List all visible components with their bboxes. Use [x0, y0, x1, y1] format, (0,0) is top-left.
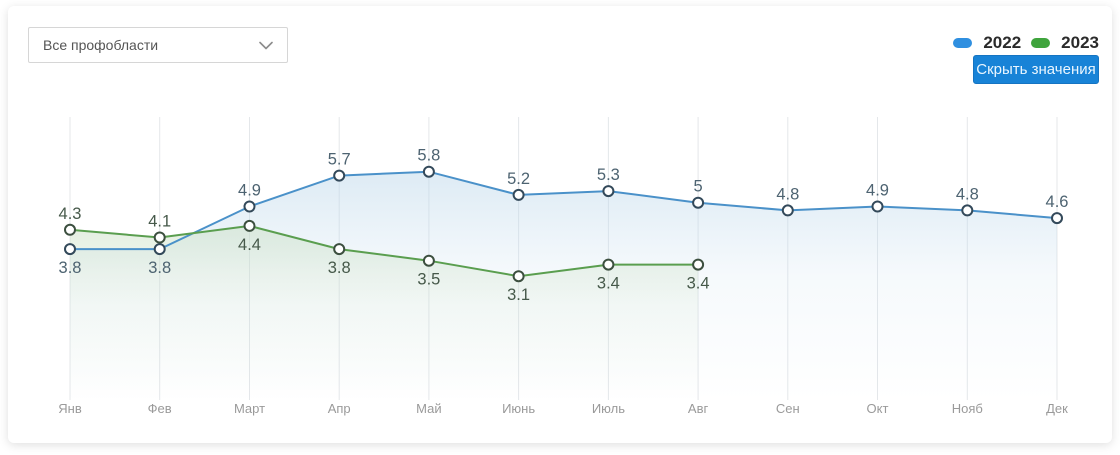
svg-text:4.1: 4.1 [148, 213, 171, 231]
svg-text:3.5: 3.5 [417, 271, 440, 289]
svg-text:5: 5 [694, 178, 703, 196]
svg-text:4.9: 4.9 [238, 182, 261, 200]
svg-text:Нояб: Нояб [952, 401, 983, 416]
svg-text:3.8: 3.8 [59, 259, 82, 277]
svg-text:3.4: 3.4 [597, 275, 620, 293]
svg-text:Авг: Авг [688, 401, 709, 416]
svg-text:Июль: Июль [592, 401, 625, 416]
svg-text:Дек: Дек [1046, 401, 1068, 416]
svg-text:Апр: Апр [328, 401, 351, 416]
svg-text:5.8: 5.8 [417, 147, 440, 165]
svg-text:4.8: 4.8 [956, 185, 979, 203]
svg-text:3.8: 3.8 [148, 259, 171, 277]
svg-text:Янв: Янв [58, 401, 82, 416]
svg-text:5.3: 5.3 [597, 166, 620, 184]
svg-text:Июнь: Июнь [502, 401, 535, 416]
svg-text:5.2: 5.2 [507, 170, 530, 188]
svg-text:3.4: 3.4 [687, 275, 710, 293]
svg-text:4.4: 4.4 [238, 236, 261, 254]
svg-text:Май: Май [416, 401, 441, 416]
svg-text:Окт: Окт [867, 401, 889, 416]
svg-text:4.3: 4.3 [59, 205, 82, 223]
svg-text:Март: Март [234, 401, 265, 416]
svg-text:4.8: 4.8 [776, 185, 799, 203]
svg-text:3.8: 3.8 [328, 259, 351, 277]
svg-text:3.1: 3.1 [507, 286, 530, 304]
svg-text:4.6: 4.6 [1046, 193, 1069, 211]
svg-text:Сен: Сен [776, 401, 800, 416]
svg-text:4.9: 4.9 [866, 182, 889, 200]
svg-text:Фев: Фев [148, 401, 172, 416]
svg-text:5.7: 5.7 [328, 151, 351, 169]
